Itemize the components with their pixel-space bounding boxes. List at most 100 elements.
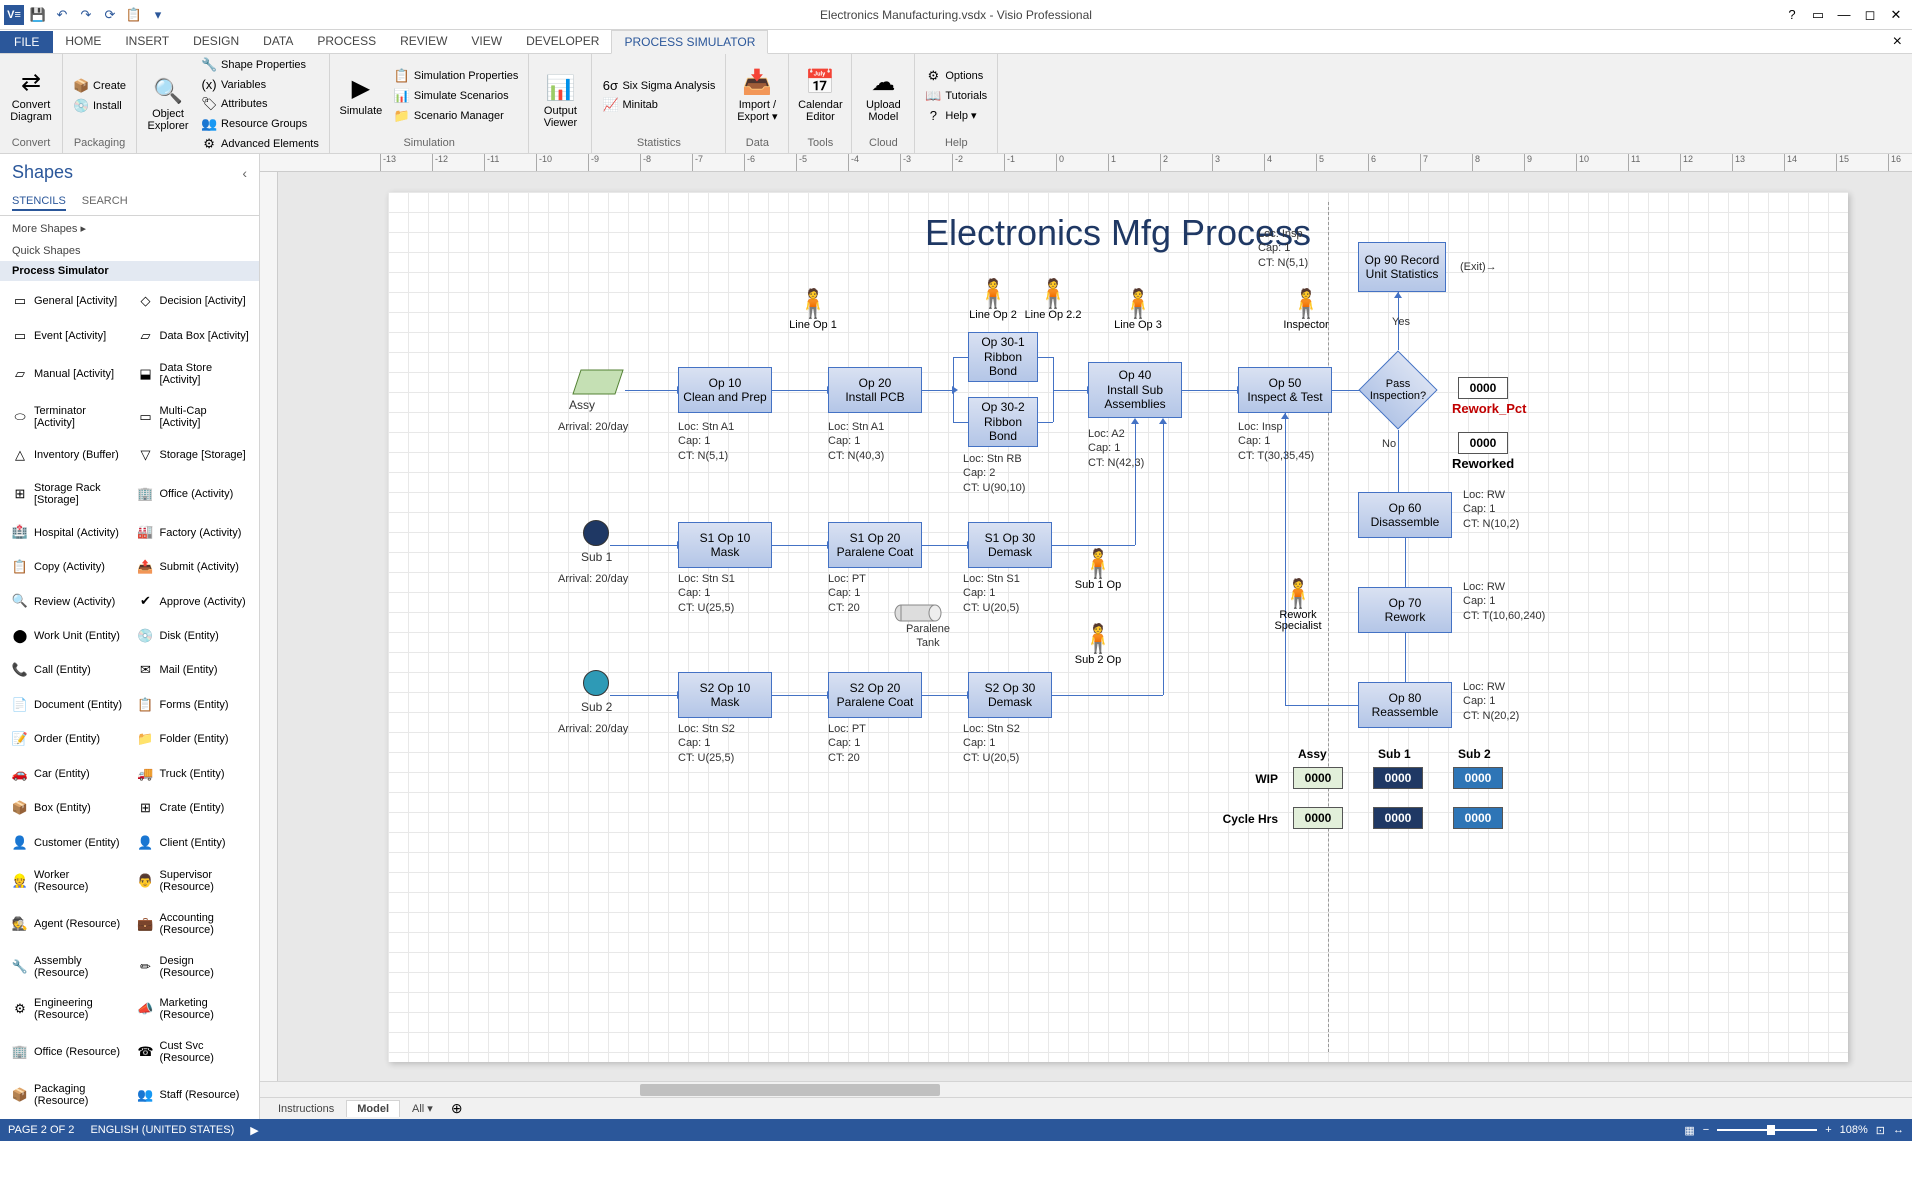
shape-stencil-item[interactable]: 📣Marketing (Resource) bbox=[134, 989, 252, 1030]
language-status[interactable]: ENGLISH (UNITED STATES) bbox=[90, 1124, 234, 1136]
ribbon-button[interactable]: 🔍Object Explorer bbox=[143, 73, 193, 136]
zoom-in-icon[interactable]: + bbox=[1825, 1124, 1831, 1136]
resource-person[interactable]: 🧍Rework Specialist bbox=[1268, 577, 1328, 632]
search-tab[interactable]: SEARCH bbox=[82, 195, 128, 211]
resource-person[interactable]: 🧍Inspector bbox=[1276, 287, 1336, 331]
summary-counter[interactable]: 0000 bbox=[1373, 807, 1423, 829]
shape-stencil-item[interactable]: ▱Manual [Activity] bbox=[8, 354, 126, 395]
shape-stencil-item[interactable]: ◇Decision [Activity] bbox=[134, 285, 252, 317]
shape-stencil-item[interactable]: 📤Submit (Activity) bbox=[134, 551, 252, 583]
shape-stencil-item[interactable]: 🏢Office (Resource) bbox=[8, 1032, 126, 1073]
ribbon-button[interactable]: 📅Calendar Editor bbox=[795, 64, 845, 127]
ribbon-button[interactable]: 📊Output Viewer bbox=[535, 70, 585, 133]
shape-stencil-item[interactable]: 👷Worker (Resource) bbox=[8, 861, 126, 902]
sheet-tab-instructions[interactable]: Instructions bbox=[268, 1101, 344, 1117]
shape-stencil-item[interactable]: 📞Call (Entity) bbox=[8, 654, 126, 686]
add-sheet-icon[interactable]: ⊕ bbox=[445, 1098, 469, 1119]
resource-person[interactable]: 🧍Sub 1 Op bbox=[1068, 547, 1128, 591]
process-box-op10[interactable]: Op 10Clean and Prep bbox=[678, 367, 772, 413]
process-box-op30-1[interactable]: Op 30-1 Ribbon Bond bbox=[968, 332, 1038, 382]
redo-icon[interactable]: ↷ bbox=[76, 5, 96, 25]
shape-stencil-item[interactable]: 🔧Assembly (Resource) bbox=[8, 946, 126, 987]
maximize-icon[interactable]: ◻ bbox=[1858, 5, 1882, 25]
resource-person[interactable]: 🧍Sub 2 Op bbox=[1068, 622, 1128, 666]
stencils-tab[interactable]: STENCILS bbox=[12, 195, 66, 211]
shape-stencil-item[interactable]: 🏭Factory (Activity) bbox=[134, 516, 252, 548]
process-box-op80[interactable]: Op 80Reassemble bbox=[1358, 682, 1452, 728]
resource-person[interactable]: 🧍Line Op 3 bbox=[1108, 287, 1168, 331]
shape-stencil-item[interactable]: ⚙Engineering (Resource) bbox=[8, 989, 126, 1030]
shape-stencil-item[interactable]: 📦Box (Entity) bbox=[8, 792, 126, 824]
ribbon-button[interactable]: 📊Simulate Scenarios bbox=[390, 87, 523, 105]
ribbon-tab-process-simulator[interactable]: PROCESS SIMULATOR bbox=[611, 30, 768, 54]
process-box-s2op10[interactable]: S2 Op 10Mask bbox=[678, 672, 772, 718]
shape-stencil-item[interactable]: 📄Document (Entity) bbox=[8, 689, 126, 721]
ribbon-button[interactable]: ⚙Advanced Elements bbox=[197, 135, 323, 153]
resource-person[interactable]: 🧍Line Op 2 bbox=[963, 277, 1023, 321]
shape-stencil-item[interactable]: ⬭Terminator [Activity] bbox=[8, 397, 126, 438]
ribbon-button[interactable]: (x)Variables bbox=[197, 76, 323, 93]
shape-stencil-item[interactable]: 🏥Hospital (Activity) bbox=[8, 516, 126, 548]
fit-page-icon[interactable]: ⊡ bbox=[1876, 1124, 1885, 1137]
shape-stencil-item[interactable]: ▭Multi-Cap [Activity] bbox=[134, 397, 252, 438]
ribbon-button[interactable]: ⇄Convert Diagram bbox=[6, 64, 56, 127]
resource-person[interactable]: 🧍Line Op 1 bbox=[783, 287, 843, 331]
shape-stencil-item[interactable]: ⬤Work Unit (Entity) bbox=[8, 620, 126, 652]
page[interactable]: Electronics Mfg Process Op 10Clean and P… bbox=[388, 192, 1848, 1062]
paralene-tank[interactable] bbox=[893, 604, 943, 625]
process-box-op30-2[interactable]: Op 30-2 Ribbon Bond bbox=[968, 397, 1038, 447]
shape-stencil-item[interactable]: 📦Packaging (Resource) bbox=[8, 1074, 126, 1115]
shape-stencil-item[interactable]: 🏢Office (Activity) bbox=[134, 474, 252, 515]
fit-width-icon[interactable]: ↔ bbox=[1893, 1124, 1904, 1136]
ribbon-button[interactable]: 💿Install bbox=[69, 97, 130, 115]
shape-stencil-item[interactable]: ⊞Crate (Entity) bbox=[134, 792, 252, 824]
process-box-op20[interactable]: Op 20Install PCB bbox=[828, 367, 922, 413]
ribbon-button[interactable]: 📖Tutorials bbox=[921, 87, 991, 105]
shape-stencil-item[interactable]: ✔Approve (Activity) bbox=[134, 585, 252, 617]
process-box-op70[interactable]: Op 70Rework bbox=[1358, 587, 1452, 633]
shape-stencil-item[interactable]: 🔍Review (Activity) bbox=[8, 585, 126, 617]
quick-shapes[interactable]: Quick Shapes bbox=[0, 241, 259, 261]
shape-stencil-item[interactable]: 👥Staff (Resource) bbox=[134, 1074, 252, 1115]
process-box-s1op30[interactable]: S1 Op 30Demask bbox=[968, 522, 1052, 568]
ribbon-collapse-icon[interactable]: ▭ bbox=[1806, 5, 1830, 25]
ribbon-tab-view[interactable]: VIEW bbox=[459, 30, 514, 53]
ribbon-button[interactable]: 📦Create bbox=[69, 77, 130, 95]
ribbon-button[interactable]: ?Help ▾ bbox=[921, 107, 991, 124]
ribbon-button[interactable]: 📈Minitab bbox=[598, 96, 719, 114]
file-tab[interactable]: FILE bbox=[0, 31, 53, 53]
shape-stencil-item[interactable]: ▽Storage [Storage] bbox=[134, 439, 252, 471]
ribbon-button[interactable]: ▶Simulate bbox=[336, 70, 386, 121]
process-box-op90[interactable]: Op 90 Record Unit Statistics bbox=[1358, 242, 1446, 292]
shape-stencil-item[interactable]: 🕵Agent (Resource) bbox=[8, 904, 126, 945]
horizontal-scrollbar[interactable] bbox=[260, 1081, 1912, 1097]
zoom-out-icon[interactable]: − bbox=[1703, 1124, 1709, 1136]
ribbon-button[interactable]: 🏷Attributes bbox=[197, 95, 323, 113]
process-box-s2op30[interactable]: S2 Op 30Demask bbox=[968, 672, 1052, 718]
ribbon-tab-design[interactable]: DESIGN bbox=[181, 30, 251, 53]
shape-stencil-item[interactable]: 📋Copy (Activity) bbox=[8, 551, 126, 583]
ribbon-tab-process[interactable]: PROCESS bbox=[305, 30, 388, 53]
sheet-tab-model[interactable]: Model bbox=[346, 1100, 400, 1117]
ribbon-tab-insert[interactable]: INSERT bbox=[113, 30, 181, 53]
ribbon-tab-review[interactable]: REVIEW bbox=[388, 30, 459, 53]
qat-dropdown-icon[interactable]: ▾ bbox=[148, 5, 168, 25]
shape-stencil-item[interactable]: △Inventory (Buffer) bbox=[8, 439, 126, 471]
collapse-icon[interactable]: ‹ bbox=[242, 165, 247, 181]
summary-counter[interactable]: 0000 bbox=[1453, 807, 1503, 829]
entity-sub1[interactable] bbox=[583, 520, 633, 550]
shape-stencil-item[interactable]: ▱Data Box [Activity] bbox=[134, 319, 252, 351]
shape-stencil-item[interactable]: ☎Cust Svc (Resource) bbox=[134, 1032, 252, 1073]
process-box-op40[interactable]: Op 40Install Sub Assemblies bbox=[1088, 362, 1182, 418]
shape-stencil-item[interactable]: ✉Mail (Entity) bbox=[134, 654, 252, 686]
zoom-slider[interactable] bbox=[1717, 1129, 1817, 1131]
shape-stencil-item[interactable]: ✏Design (Resource) bbox=[134, 946, 252, 987]
save-icon[interactable]: 💾 bbox=[28, 5, 48, 25]
ribbon-tab-developer[interactable]: DEVELOPER bbox=[514, 30, 611, 53]
process-box-op50[interactable]: Op 50Inspect & Test bbox=[1238, 367, 1332, 413]
ribbon-button[interactable]: 👥Resource Groups bbox=[197, 115, 323, 133]
counter-box[interactable]: 0000 bbox=[1458, 432, 1508, 454]
summary-counter[interactable]: 0000 bbox=[1293, 807, 1343, 829]
shape-stencil-item[interactable]: ⬓Data Store [Activity] bbox=[134, 354, 252, 395]
entity-assy[interactable] bbox=[571, 368, 621, 398]
